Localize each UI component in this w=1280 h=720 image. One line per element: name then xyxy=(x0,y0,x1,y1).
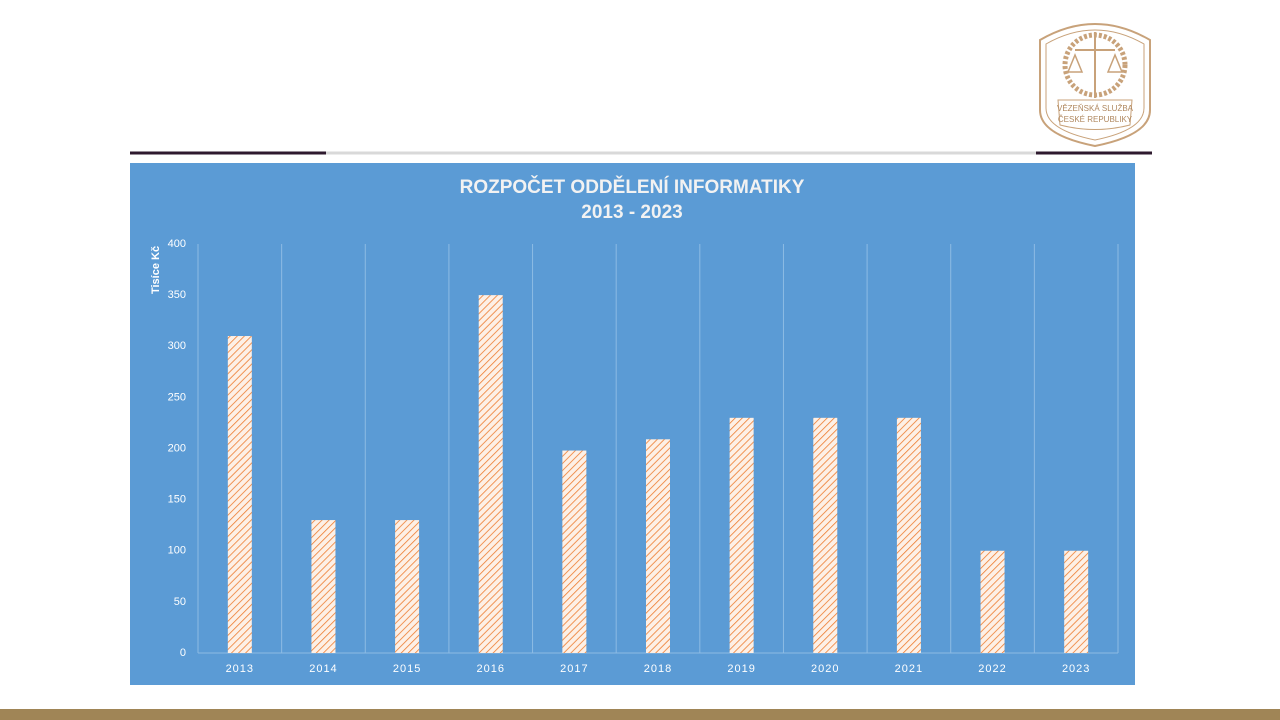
y-tick-label: 200 xyxy=(168,442,186,454)
y-tick-label: 300 xyxy=(168,340,186,352)
x-tick-label: 2019 xyxy=(727,663,755,675)
bar xyxy=(395,520,420,653)
x-tick-label: 2017 xyxy=(560,663,588,675)
footer-bar xyxy=(0,709,1280,720)
x-tick-label: 2013 xyxy=(226,663,254,675)
chart-area xyxy=(130,163,1135,685)
bar xyxy=(896,417,921,653)
x-tick-label: 2015 xyxy=(393,663,421,675)
bar xyxy=(729,417,754,653)
bar xyxy=(980,550,1005,653)
x-tick-label: 2020 xyxy=(811,663,839,675)
x-tick-label: 2021 xyxy=(895,663,923,675)
bar xyxy=(311,520,336,653)
bar xyxy=(1064,550,1089,653)
y-tick-label: 100 xyxy=(168,545,186,557)
chart-subtitle: 2013 - 2023 xyxy=(581,202,682,223)
y-tick-label: 350 xyxy=(168,289,186,301)
logo-text: ČESKÉ REPUBLIKY xyxy=(1058,115,1133,124)
logo-text: VĚZEŇSKÁ SLUŽBA xyxy=(1057,104,1134,113)
y-tick-label: 0 xyxy=(180,647,186,659)
y-tick-label: 250 xyxy=(168,391,186,403)
bar xyxy=(646,439,670,653)
x-tick-label: 2014 xyxy=(309,663,337,675)
chart-title: ROZPOČET ODDĚLENÍ INFORMATIKY xyxy=(460,176,805,198)
x-tick-label: 2018 xyxy=(644,663,672,675)
x-tick-label: 2023 xyxy=(1062,663,1090,675)
bar xyxy=(227,336,252,653)
bar xyxy=(813,417,838,653)
y-tick-label: 50 xyxy=(174,596,186,608)
logo: VĚZEŇSKÁ SLUŽBA ČESKÉ REPUBLIKY xyxy=(1039,23,1151,148)
bar xyxy=(562,450,587,653)
y-tick-label: 150 xyxy=(168,494,186,506)
bar xyxy=(478,295,503,653)
y-axis-label: Tisíce Kč xyxy=(150,246,162,294)
x-tick-label: 2016 xyxy=(476,663,504,675)
x-tick-label: 2022 xyxy=(978,663,1006,675)
y-tick-label: 400 xyxy=(168,238,186,250)
